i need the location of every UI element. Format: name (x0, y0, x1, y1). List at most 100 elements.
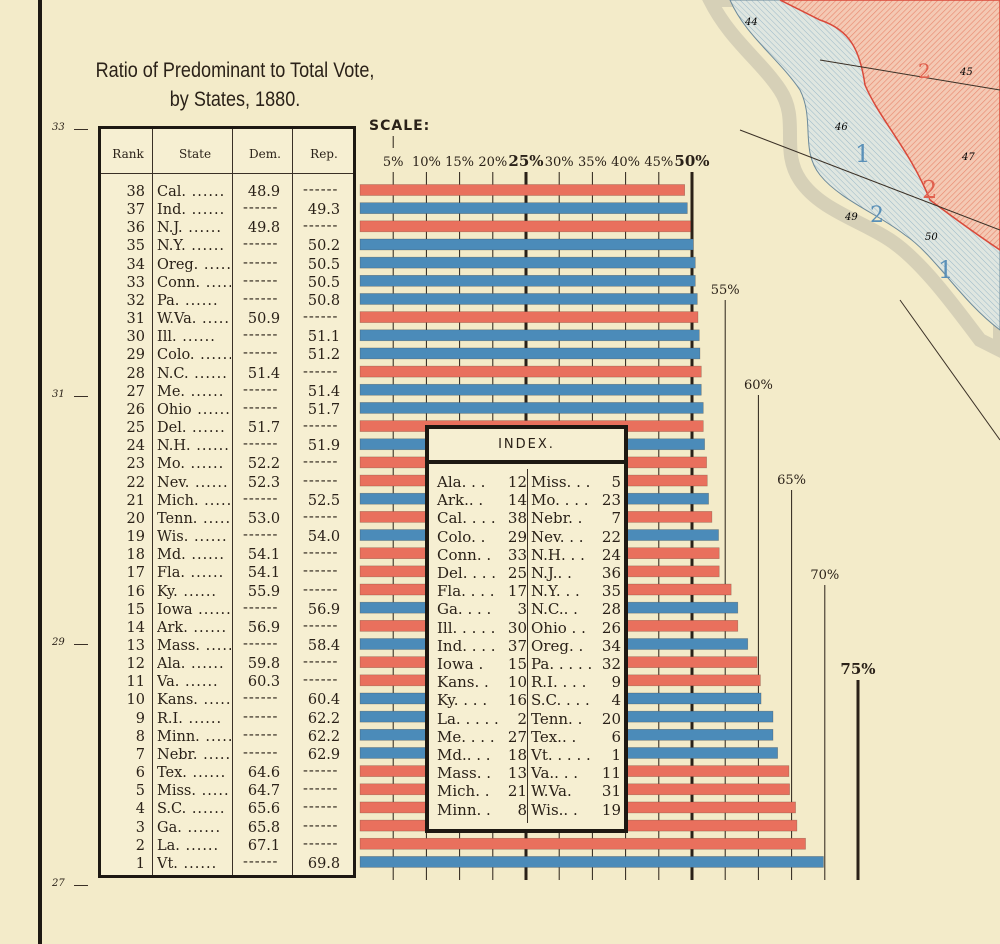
index-entry: N.Y. . . 35 (531, 582, 621, 600)
state-cell: Me. (157, 383, 231, 401)
index-entry: Kans. . 10 (437, 673, 527, 691)
map-zone-label: 2 (870, 203, 884, 228)
rank-cell: 24 (126, 438, 145, 455)
state-cell: Iowa (157, 601, 231, 619)
state-cell: N.Y. (157, 237, 231, 255)
rank-cell: 11 (126, 674, 145, 691)
state-cell: Cal. (157, 183, 231, 201)
index-state: Iowa . (437, 655, 484, 674)
rank-cell: 14 (126, 619, 145, 636)
index-entry: Ky. . . . 16 (437, 691, 527, 709)
index-rank: 26 (601, 618, 621, 637)
blank-cell: ------ (243, 236, 279, 253)
rep-value-cell: 51.2 (307, 347, 341, 364)
blank-cell: ------ (303, 581, 339, 598)
header-rank: Rank (112, 147, 144, 161)
blank-cell: ------ (243, 690, 279, 707)
rank-cell: 26 (126, 401, 145, 418)
index-rank: 30 (507, 618, 527, 637)
blank-cell: ------ (243, 636, 279, 652)
index-rank: 3 (517, 600, 527, 619)
blank-cell: ------ (303, 472, 339, 489)
rank-cell: 13 (126, 638, 145, 654)
map-region-number: 49 (844, 212, 858, 223)
tick-label: 60% (744, 378, 773, 393)
tick-label: 75% (840, 660, 875, 678)
rank-cell: 12 (126, 656, 145, 673)
blank-cell: ------ (303, 563, 339, 580)
state-cell: Ga. (157, 819, 231, 837)
dem-value-cell: 59.8 (247, 656, 281, 673)
blank-cell: ------ (303, 218, 339, 235)
tick-label: 50% (674, 152, 709, 170)
tick-label: 30% (545, 155, 574, 170)
state-cell: R.I. (157, 710, 231, 728)
index-state: Fla. . . . (437, 582, 495, 601)
header-rep: Rep. (310, 147, 338, 161)
index-state: Pa. . . . . (531, 655, 593, 674)
state-cell: Oreg. (157, 256, 231, 274)
index-rank: 25 (507, 564, 527, 583)
rank-cell: 1 (135, 855, 145, 872)
latitude-label: 29 (52, 637, 88, 648)
index-entry: Ark.. . 14 (437, 491, 527, 509)
blank-cell: ------ (243, 599, 279, 616)
state-cell: Mich. (157, 492, 231, 510)
rep-value-cell: 60.4 (307, 692, 341, 709)
rep-value-cell: 51.9 (307, 438, 341, 455)
dem-value-cell: 56.9 (247, 619, 281, 636)
index-rank: 15 (507, 655, 527, 674)
rank-cell: 28 (126, 365, 145, 382)
index-entry: Del. . . . 25 (437, 564, 527, 582)
state-cell: Del. (157, 419, 231, 437)
tick-label: 45% (644, 155, 673, 170)
index-entry: Ill. . . . . 30 (437, 619, 527, 637)
dem-value-cell: 67.1 (247, 837, 281, 854)
bar-dem (359, 220, 691, 233)
index-rank: 14 (507, 491, 527, 510)
index-entry: Mich. . 21 (437, 782, 527, 800)
column-divider (152, 129, 153, 875)
state-cell: Ill. (157, 328, 231, 346)
index-rank: 12 (507, 473, 527, 491)
index-title: INDEX. (429, 429, 624, 464)
rep-value-cell: 51.1 (307, 329, 341, 346)
index-state: N.C.. . (531, 600, 578, 619)
blank-cell: ------ (243, 527, 279, 544)
dem-value-cell: 55.9 (247, 583, 281, 600)
index-entry: Iowa . 15 (437, 655, 527, 673)
latitude-label: 31 (52, 389, 88, 400)
column-divider (292, 129, 293, 875)
state-cell: W.Va. (157, 310, 231, 328)
index-entry: Ga. . . . 3 (437, 600, 527, 618)
index-state: Ala. . . (437, 473, 486, 491)
bar-rep (359, 856, 824, 868)
state-cell: N.C. (157, 365, 231, 383)
index-state: Mich. . (437, 782, 490, 801)
map-region-number: 44 (744, 17, 758, 28)
rank-cell: 32 (126, 292, 145, 309)
dem-value-cell: 52.3 (247, 474, 281, 491)
blank-cell: ------ (303, 182, 339, 198)
blank-cell: ------ (243, 490, 279, 507)
tick-label: 65% (777, 473, 806, 488)
index-rank: 33 (507, 545, 527, 564)
index-state: Me. . . . (437, 727, 495, 746)
blank-cell: ------ (303, 545, 339, 562)
bar-dem (359, 837, 806, 850)
dem-value-cell: 51.7 (247, 420, 281, 437)
index-rank: 22 (601, 527, 621, 546)
dem-value-cell: 60.3 (247, 674, 281, 691)
index-rank: 19 (601, 800, 621, 819)
blank-cell: ------ (303, 817, 339, 834)
index-state: La. . . . . (437, 709, 499, 728)
index-entry: N.C.. . 28 (531, 600, 621, 618)
rank-cell: 4 (135, 801, 145, 818)
index-entry: W.Va. 31 (531, 782, 621, 800)
rep-value-cell: 62.2 (307, 710, 341, 727)
header-state: State (178, 147, 212, 161)
index-rank: 13 (507, 764, 527, 783)
blank-cell: ------ (303, 672, 339, 689)
state-cell: Ohio (157, 401, 231, 419)
blank-cell: ------ (243, 744, 279, 761)
